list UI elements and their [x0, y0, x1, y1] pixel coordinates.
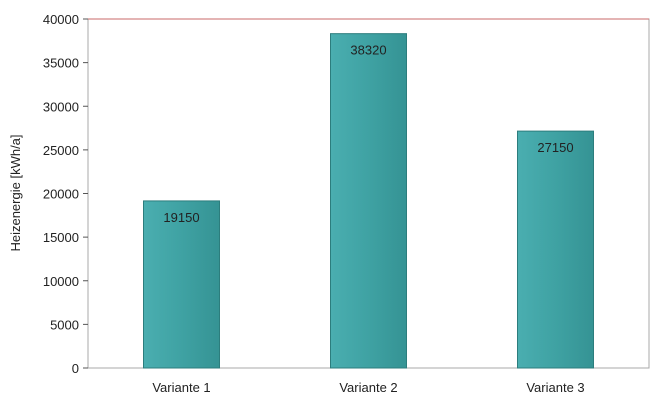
y-tick-label: 30000 — [43, 99, 79, 114]
y-tick-label: 5000 — [50, 317, 79, 332]
bar-value-label: 38320 — [350, 43, 386, 58]
x-category-label: Variante 3 — [526, 380, 584, 395]
bars: 19150 38320 27150 — [143, 33, 594, 369]
bar — [517, 130, 594, 369]
y-tick-label: 10000 — [43, 274, 79, 289]
x-axis-categories: Variante 1 Variante 2 Variante 3 — [152, 380, 584, 395]
y-axis-title: Heizenergie [kWh/a] — [8, 134, 23, 251]
bar — [330, 33, 407, 369]
y-tick-label: 35000 — [43, 56, 79, 71]
y-axis-ticks: 0 5000 10000 15000 20000 25000 30000 35000 40000 — [43, 12, 88, 376]
y-tick-label: 15000 — [43, 230, 79, 245]
bar-value-label: 19150 — [163, 210, 199, 225]
y-tick-label: 40000 — [43, 12, 79, 27]
x-category-label: Variante 1 — [152, 380, 210, 395]
bar — [143, 200, 220, 369]
y-tick-label: 0 — [72, 361, 79, 376]
y-tick-label: 25000 — [43, 143, 79, 158]
y-tick-label: 20000 — [43, 187, 79, 202]
bar-value-label: 27150 — [537, 140, 573, 155]
x-category-label: Variante 2 — [339, 380, 397, 395]
